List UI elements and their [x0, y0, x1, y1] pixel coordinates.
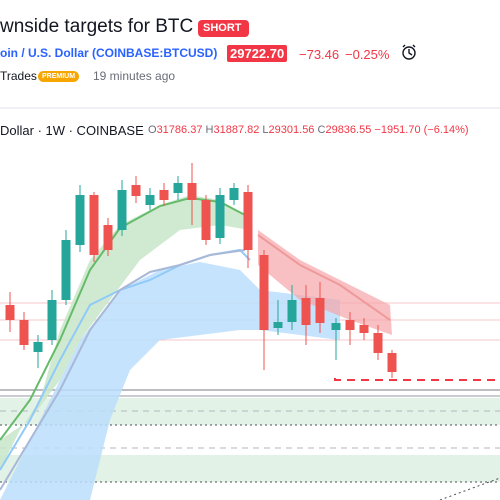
candle-body [345, 320, 355, 330]
publish-time: 19 minutes ago [93, 69, 176, 83]
candle-body [215, 195, 225, 238]
ohlc-value: 31887.82 [213, 124, 260, 136]
candle-body [359, 325, 369, 333]
target-line [334, 378, 500, 381]
candle-body [5, 305, 15, 320]
price: 29722.70 [227, 45, 288, 62]
candle-body [287, 300, 297, 322]
candle-body [201, 200, 211, 240]
candle-body [301, 298, 311, 325]
candle-body [229, 188, 239, 200]
ohlc-value: 31786.37 [156, 124, 203, 136]
ohlc-value: 29836.55 [325, 124, 372, 136]
trend-line [439, 477, 500, 500]
candle-body [47, 300, 57, 340]
ohlc-label: O [148, 124, 157, 136]
change: −73.46 [299, 47, 340, 62]
band [0, 195, 250, 470]
change-percent: −0.25% [345, 47, 390, 62]
ma-line [257, 234, 391, 321]
legend-symbol: Dollar · 1W · COINBASE [0, 123, 144, 138]
candle-body [159, 190, 169, 200]
candle-body [315, 298, 325, 323]
author[interactable]: Trades [0, 69, 37, 83]
ohlc-label: L [262, 124, 269, 136]
candle-body [331, 323, 341, 330]
candle-body [259, 255, 269, 330]
candle-body [117, 190, 127, 230]
ma-line [0, 249, 246, 491]
candle-body [243, 192, 253, 250]
ohlc-label: C [317, 124, 326, 136]
candles [5, 163, 397, 378]
ohlc: O31786.37 H31887.82 L29301.56 C29836.55 … [148, 124, 469, 136]
ohlc-label: H [205, 124, 214, 136]
candle-body [387, 353, 397, 372]
premium-badge: PREMIUM [38, 71, 80, 82]
candle-body [173, 183, 183, 193]
candle-body [373, 333, 383, 353]
ohlc-change: −1951.70 (−6.14%) [374, 124, 469, 136]
symbol-link[interactable]: oin / U.S. Dollar (COINBASE:BTCUSD) [0, 46, 218, 60]
band [258, 230, 392, 335]
candle-body [33, 342, 43, 352]
candle-body [103, 225, 113, 250]
candle-body [61, 240, 71, 300]
candle-body [89, 195, 99, 255]
candle-body [19, 320, 29, 345]
candle-body [131, 185, 141, 196]
candle-body [145, 195, 155, 205]
candle-body [75, 195, 85, 245]
short-badge: SHORT [198, 20, 249, 37]
candle-body [187, 183, 197, 200]
ohlc-value: 29301.56 [268, 124, 315, 136]
idea-title: wnside targets for BTC [0, 16, 194, 37]
candle-body [273, 322, 283, 328]
band [0, 262, 340, 500]
